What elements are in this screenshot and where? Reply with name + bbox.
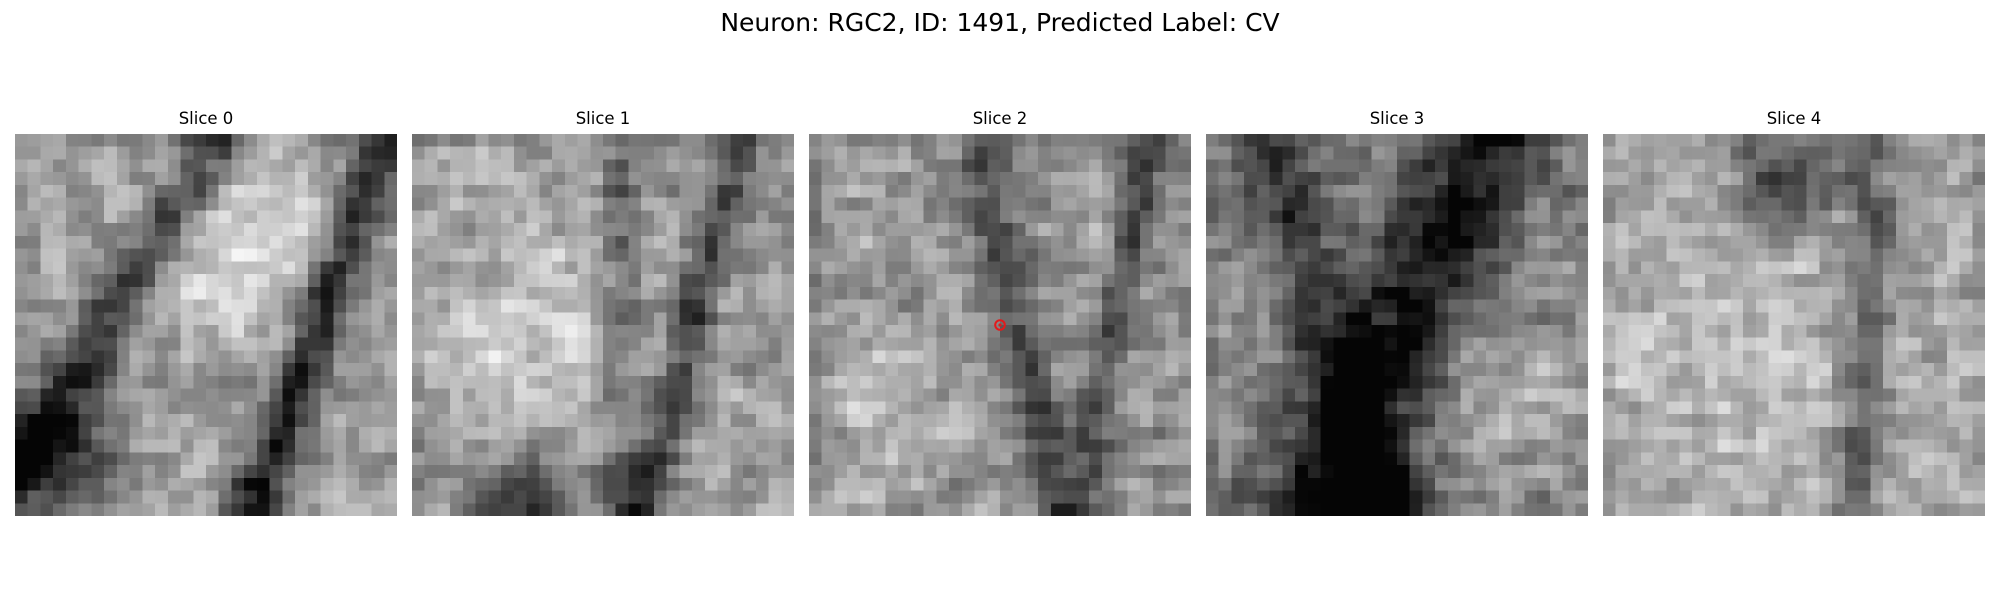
- slice-panel-2: Slice 2: [809, 108, 1191, 516]
- slice-image: [1603, 134, 1985, 516]
- slice-image: [412, 134, 794, 516]
- center-marker-icon: [994, 319, 1006, 331]
- slice-image: [1206, 134, 1588, 516]
- slice-panel-4: Slice 4: [1603, 108, 1985, 516]
- slice-title: Slice 4: [1766, 109, 1822, 128]
- slice-panel-3: Slice 3: [1206, 108, 1588, 516]
- slice-title: Slice 3: [1369, 109, 1425, 128]
- slice-title: Slice 2: [972, 109, 1028, 128]
- figure-title: Neuron: RGC2, ID: 1491, Predicted Label:…: [720, 8, 1280, 37]
- slice-panel-0: Slice 0: [15, 108, 397, 516]
- slice-title: Slice 1: [575, 109, 631, 128]
- slice-image: [15, 134, 397, 516]
- slice-panel-1: Slice 1: [412, 108, 794, 516]
- slice-title: Slice 0: [178, 109, 234, 128]
